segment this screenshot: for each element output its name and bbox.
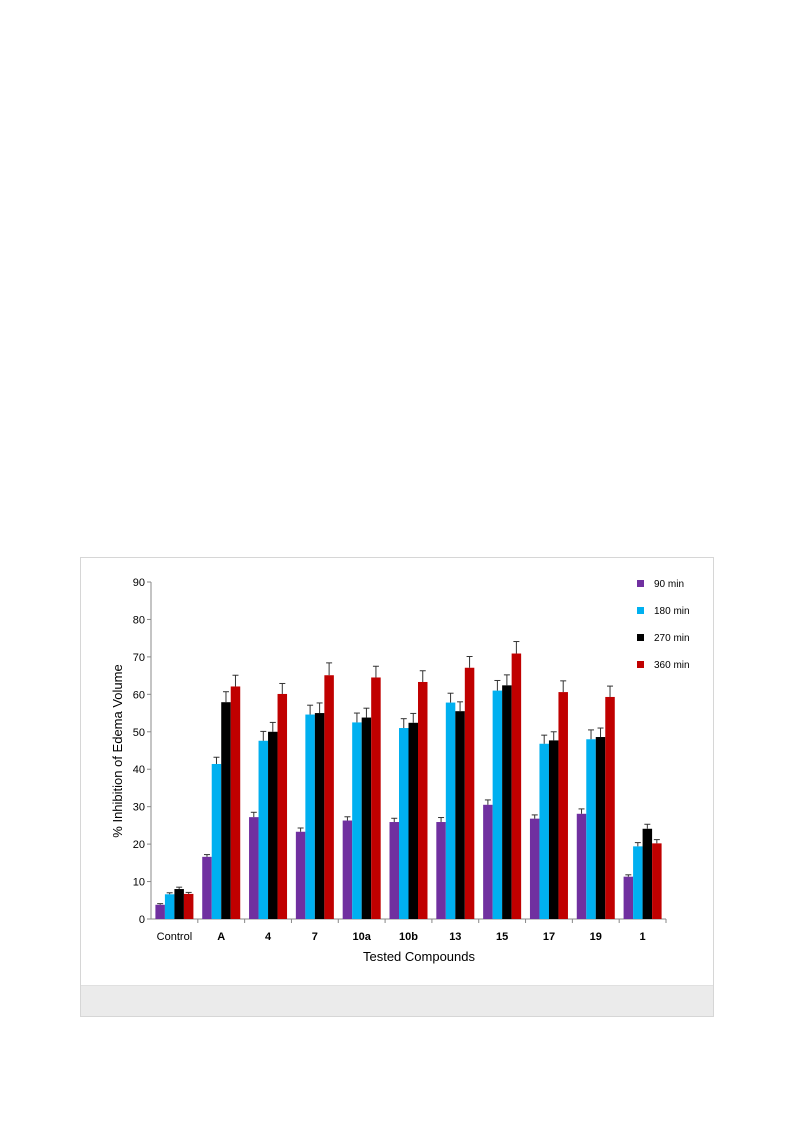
bar <box>492 690 503 919</box>
x-tick-label: 13 <box>449 931 461 943</box>
bar <box>586 739 596 919</box>
bar <box>230 686 241 919</box>
x-tick-label: 1 <box>640 931 646 943</box>
y-tick-label: 40 <box>133 764 145 776</box>
bar <box>342 820 353 919</box>
x-tick-label: 10b <box>399 931 418 943</box>
bar <box>642 828 653 919</box>
x-tick-label: 7 <box>312 931 318 943</box>
legend-label: 180 min <box>654 606 690 617</box>
figure-panel: 0 10 20 30 40 50 60 70 80 90 Control A 4 7 10a 10b 13 15… <box>80 557 714 1017</box>
bar <box>483 804 493 919</box>
bar <box>529 818 540 919</box>
bar <box>502 685 512 919</box>
y-axis: 0 10 20 30 40 50 60 70 80 90 <box>133 577 152 926</box>
bar <box>652 843 662 919</box>
legend-label: 270 min <box>654 633 690 644</box>
y-tick-label: 0 <box>139 914 145 926</box>
x-tick-label: 10a <box>353 931 372 943</box>
bar <box>277 693 288 919</box>
legend-swatch <box>637 661 644 668</box>
bar <box>389 822 399 919</box>
y-tick-label: 50 <box>133 727 145 739</box>
bar <box>558 692 568 919</box>
x-tick-label: Control <box>157 931 192 943</box>
bar <box>511 653 522 919</box>
x-axis: Control A 4 7 10a 10b 13 15 17 19 1 <box>151 918 667 943</box>
y-tick-label: 60 <box>133 689 145 701</box>
legend-label: 360 min <box>654 660 690 671</box>
bar <box>314 713 325 919</box>
bar <box>221 702 231 919</box>
bar <box>408 722 418 919</box>
bar <box>595 737 606 919</box>
bar <box>539 743 549 919</box>
bar <box>464 667 475 919</box>
bar <box>548 740 559 919</box>
y-tick-label: 10 <box>133 877 145 889</box>
bar <box>268 731 278 919</box>
bar <box>155 904 165 919</box>
bar <box>202 856 212 919</box>
bar <box>623 876 634 919</box>
bar <box>174 889 184 919</box>
bar <box>371 677 381 919</box>
bar <box>305 714 315 919</box>
legend-swatch <box>637 607 644 614</box>
bars <box>155 641 662 919</box>
y-tick-label: 80 <box>133 614 145 626</box>
bar-chart: 0 10 20 30 40 50 60 70 80 90 Control A 4 7 10a 10b 13 15… <box>110 577 690 964</box>
legend-label: 90 min <box>654 579 684 590</box>
y-tick-label: 90 <box>133 577 145 589</box>
bar <box>183 893 194 919</box>
x-tick-label: 19 <box>590 931 602 943</box>
bar <box>295 831 306 919</box>
bar <box>249 817 259 919</box>
y-tick-label: 30 <box>133 802 145 814</box>
bar <box>164 894 175 919</box>
bar <box>576 813 587 919</box>
bar <box>361 717 372 919</box>
y-tick-label: 70 <box>133 652 145 664</box>
bar <box>605 696 615 919</box>
bar <box>633 846 643 919</box>
bar <box>399 728 409 919</box>
y-axis-title: % Inhibition of Edema Volume <box>110 664 125 837</box>
x-tick-label: 17 <box>543 931 555 943</box>
bar <box>352 722 362 919</box>
x-tick-label: A <box>217 931 225 943</box>
bar <box>258 740 269 919</box>
bar <box>445 702 456 919</box>
bar <box>211 763 222 919</box>
bar <box>436 822 446 919</box>
y-tick-label: 20 <box>133 839 145 851</box>
legend-swatch <box>637 634 644 641</box>
x-tick-label: 15 <box>496 931 508 943</box>
x-tick-label: 4 <box>265 931 272 943</box>
figure-footer <box>81 985 713 1016</box>
bar <box>418 681 428 919</box>
legend: 90 min 180 min 270 min 360 min <box>637 579 690 671</box>
bar <box>324 675 334 919</box>
bar <box>455 711 465 919</box>
x-axis-title: Tested Compounds <box>363 949 476 964</box>
legend-swatch <box>637 580 644 587</box>
